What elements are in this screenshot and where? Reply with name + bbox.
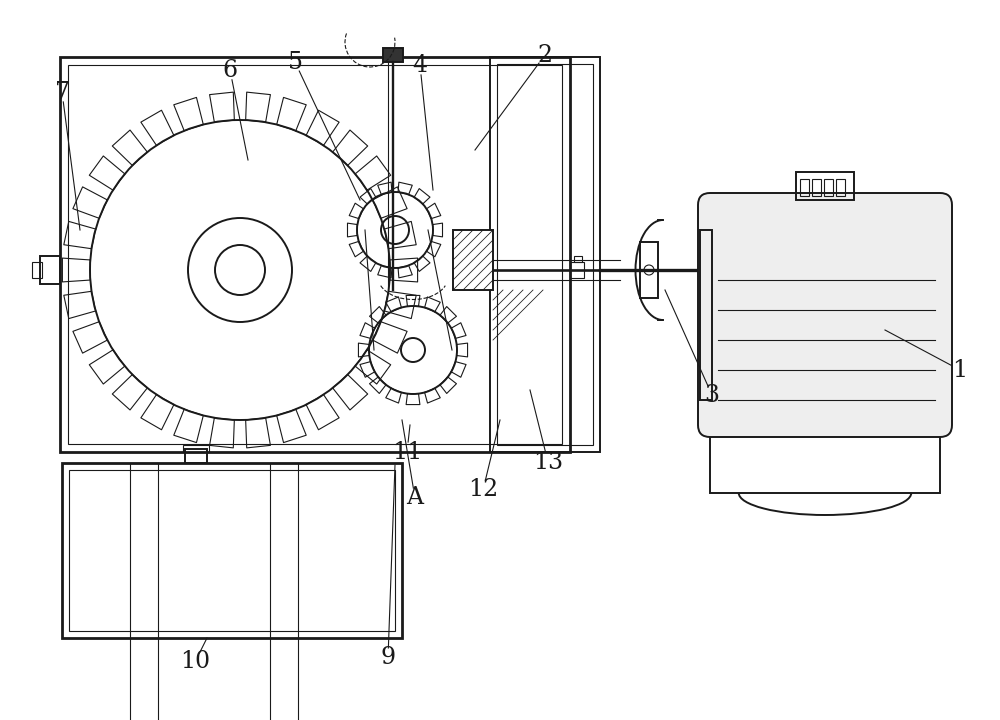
Bar bbox=[796, 172, 854, 200]
Bar bbox=[800, 179, 809, 196]
Bar bbox=[32, 262, 42, 278]
FancyBboxPatch shape bbox=[698, 193, 952, 437]
Bar bbox=[490, 57, 600, 452]
Bar bbox=[68, 65, 562, 444]
Bar bbox=[185, 449, 207, 463]
Text: 2: 2 bbox=[537, 43, 553, 66]
Bar bbox=[497, 64, 593, 445]
Bar bbox=[69, 470, 395, 631]
Bar bbox=[570, 262, 584, 278]
Text: 10: 10 bbox=[180, 650, 210, 673]
Bar bbox=[574, 256, 582, 262]
Bar bbox=[453, 230, 493, 290]
Bar bbox=[270, 463, 298, 720]
Text: A: A bbox=[407, 487, 424, 510]
Bar bbox=[383, 48, 403, 62]
Bar bbox=[640, 242, 658, 298]
Text: 7: 7 bbox=[55, 81, 70, 104]
Text: 12: 12 bbox=[468, 479, 498, 502]
Text: 1: 1 bbox=[952, 359, 968, 382]
Text: 9: 9 bbox=[380, 647, 396, 670]
Text: 13: 13 bbox=[533, 451, 563, 474]
Bar bbox=[812, 179, 821, 196]
Text: 3: 3 bbox=[704, 384, 720, 407]
Bar bbox=[710, 425, 940, 493]
Text: 4: 4 bbox=[412, 53, 428, 76]
Bar bbox=[62, 463, 402, 638]
Bar bbox=[183, 445, 209, 452]
Bar bbox=[40, 256, 60, 284]
Text: 5: 5 bbox=[288, 50, 303, 73]
Bar bbox=[130, 463, 158, 720]
Bar bbox=[836, 179, 845, 196]
Text: 11: 11 bbox=[392, 441, 422, 464]
Bar bbox=[60, 57, 570, 452]
Text: 6: 6 bbox=[222, 58, 238, 81]
Bar bbox=[700, 230, 712, 400]
Bar bbox=[824, 179, 833, 196]
